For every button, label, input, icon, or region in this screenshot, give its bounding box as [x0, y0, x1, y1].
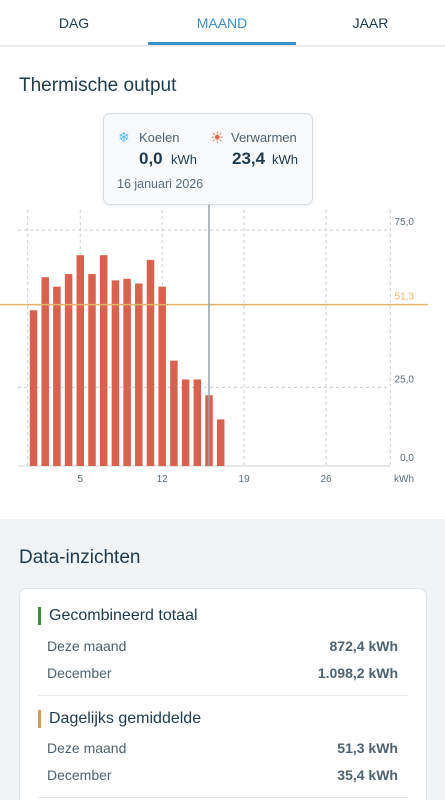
tab-maand[interactable]: MAAND — [196, 15, 248, 31]
chart-bar — [135, 283, 143, 466]
tooltip-cool-unit: kWh — [171, 152, 197, 167]
snowflake-icon: ❄ — [118, 129, 130, 145]
chart-bar — [111, 280, 120, 466]
insight-heading-total: Gecombineerd totaal — [38, 607, 198, 625]
chart-bar — [76, 255, 85, 466]
chart-bar — [64, 274, 73, 466]
chart-bar — [216, 419, 225, 466]
insight-row-label: December — [47, 665, 112, 681]
average-label: 51,3 — [395, 292, 415, 303]
insight-divider — [38, 695, 408, 696]
insight-row-label: December — [47, 767, 112, 783]
chart-bar — [88, 274, 96, 466]
insight-row-value: 35,4 kWh — [337, 767, 398, 783]
y-tick-label: 25,0 — [395, 374, 415, 385]
y-tick-label: 75,0 — [395, 217, 415, 228]
tooltip-heat-unit: kWh — [272, 152, 298, 167]
section-title: Thermische output — [19, 75, 177, 96]
insight-row-value: 1.098,2 kWh — [317, 665, 398, 681]
chart-bar — [29, 310, 38, 466]
period-tabs: DAG MAAND JAAR — [0, 0, 445, 46]
chart-bar — [41, 277, 49, 466]
insight-row-label: Deze maand — [47, 638, 127, 654]
y-tick-label: 0,0 — [400, 453, 414, 464]
insights-card: Gecombineerd totaal Deze maand 872,4 kWh… — [19, 588, 427, 800]
chart-bar — [99, 255, 108, 466]
x-tick-label: 26 — [320, 474, 332, 485]
chart-bar — [193, 379, 202, 466]
chart-bar — [158, 286, 166, 466]
insight-row-label: Deze maand — [47, 740, 127, 756]
chart-bar — [123, 278, 131, 466]
tooltip-heat-value: 23,4 — [232, 149, 266, 168]
thermal-output-chart[interactable]: 0,0 25,0 75,0 51,3 5 12 19 26 kWh — [0, 196, 445, 496]
tooltip-date: 16 januari 2026 — [117, 177, 204, 191]
chart-bar — [53, 286, 61, 466]
x-tick-label: 5 — [78, 474, 84, 485]
chart-bars — [29, 255, 225, 466]
tab-dag[interactable]: DAG — [58, 15, 90, 31]
insight-heading-average: Dagelijks gemiddelde — [38, 710, 201, 728]
tooltip-cool-label: Koelen — [139, 130, 180, 145]
insight-row-value: 51,3 kWh — [337, 740, 398, 756]
chart-labels: 0,0 25,0 75,0 51,3 5 12 19 26 kWh — [78, 217, 415, 485]
insights-title: Data-inzichten — [19, 547, 141, 568]
chart-bar — [146, 259, 155, 466]
active-tab-indicator — [148, 42, 296, 45]
insight-row-value: 872,4 kWh — [329, 638, 398, 654]
tab-jaar[interactable]: JAAR — [352, 15, 389, 31]
chart-bar — [170, 360, 178, 466]
x-tick-label: 19 — [239, 474, 251, 485]
chart-tooltip: ❄ Koelen 0,0 kWh ☀ Verwarmen 23,4 kWh 16… — [103, 113, 313, 205]
sun-icon: ☀ — [210, 130, 225, 147]
tooltip-heat-label: Verwarmen — [231, 130, 297, 145]
x-tick-label: 12 — [157, 474, 169, 485]
chart-grid — [18, 210, 391, 467]
x-unit-label: kWh — [394, 474, 414, 485]
tooltip-cool-value: 0,0 — [139, 149, 163, 168]
insight-divider — [38, 797, 408, 798]
chart-bar — [181, 379, 190, 466]
